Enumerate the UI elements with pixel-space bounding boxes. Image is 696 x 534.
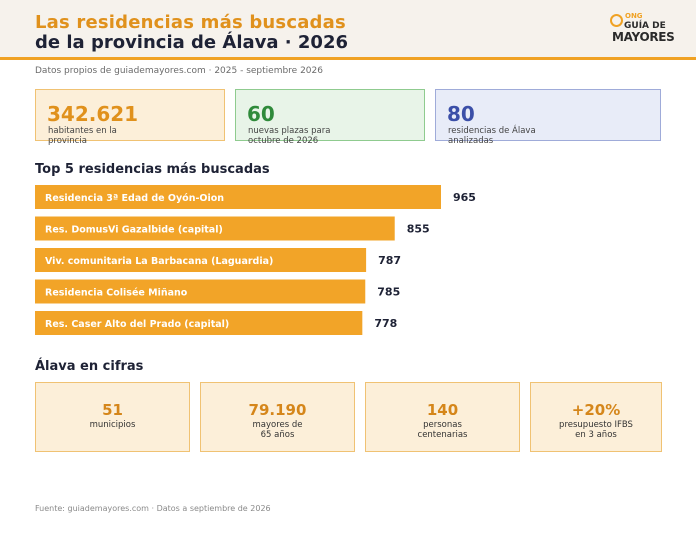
cifra-value: 79.190 [248, 401, 307, 419]
bar-value-label: 855 [407, 223, 430, 236]
kpi-label-line: residencias de Álava [448, 126, 536, 136]
bar-category-label: Residencia 3ª Edad de Oyón-Oion [45, 193, 224, 204]
cifra-label: mayores de 65 años [201, 420, 354, 440]
bar-category-label: Res. Caser Alto del Prado (capital) [45, 319, 229, 330]
bar-value-label: 787 [378, 254, 401, 267]
kpi-value: 80 [447, 102, 475, 126]
bar-value-label: 778 [374, 317, 397, 330]
logo-guia-text: GUÍA DE [624, 21, 666, 31]
bar [35, 248, 367, 272]
cifra-label-line: centenarias [417, 430, 468, 440]
kpi-card-habitantes: 342.621 habitantes en la provincia [35, 89, 225, 146]
cifra-card-presupuesto: +20% presupuesto IFBS en 3 años [530, 382, 662, 452]
source-footer: Fuente: guiademayores.com · Datos a sept… [35, 504, 271, 513]
cifra-label-line: 65 años [260, 430, 295, 440]
bar-category-label: Residencia Colisée Miñano [45, 288, 188, 299]
logo-mark-icon [610, 14, 623, 27]
cifra-label-line: presupuesto IFBS [559, 420, 633, 430]
kpi-label-line: habitantes en la [48, 126, 117, 136]
bar [35, 279, 366, 304]
cifra-label-line: mayores de [252, 420, 303, 430]
bar [35, 216, 395, 241]
kpi-value: 60 [247, 102, 275, 126]
page-title-line2: de la provincia de Álava · 2026 [35, 32, 348, 53]
bar-value-label: 785 [377, 286, 400, 299]
kpi-card-residencias: 80 residencias de Álava analizadas [435, 89, 661, 146]
top5-bar-chart: Residencia 3ª Edad de Oyón-Oion 965 Res. D… [35, 185, 476, 335]
header-banner: Las residencias más buscadas de la provi… [0, 0, 696, 60]
bar [35, 311, 363, 335]
cifra-card-centenarias: 140 personas centenarias [365, 382, 520, 452]
cifra-label: personas centenarias [366, 420, 519, 440]
kpi-label-line: analizadas [448, 136, 494, 146]
kpi-label-line: octubre de 2026 [248, 136, 319, 146]
kpi-value: 342.621 [47, 102, 139, 126]
top5-section-title: Top 5 residencias más buscadas [35, 162, 270, 177]
cifra-label-line: en 3 años [575, 430, 617, 440]
cifra-value: 51 [102, 401, 123, 419]
kpi-label: habitantes en la provincia [48, 126, 218, 146]
logo-mayores-text: MAYORES [612, 30, 675, 44]
cifras-section-title: Álava en cifras [35, 359, 144, 374]
logo-ong-text: ONG [625, 12, 643, 20]
kpi-card-nuevas-plazas: 60 nuevas plazas para octubre de 2026 [235, 89, 425, 146]
bar [35, 185, 441, 209]
cifra-label: municipios [36, 420, 189, 430]
cifra-label: presupuesto IFBS en 3 años [531, 420, 661, 440]
page-title-line1: Las residencias más buscadas [35, 12, 346, 33]
cifra-label-line: municipios [89, 420, 136, 430]
kpi-label: residencias de Álava analizadas [448, 126, 618, 146]
brand-logo: ONG GUÍA DE MAYORES [608, 12, 675, 46]
cifra-card-mayores: 79.190 mayores de 65 años [200, 382, 355, 452]
kpi-label-line: provincia [48, 136, 87, 146]
page-subtitle: Datos propios de guiademayores.com · 202… [35, 66, 323, 76]
bar-category-label: Res. DomusVi Gazalbide (capital) [45, 225, 223, 236]
bar-category-label: Viv. comunitaria La Barbacana (Laguardia… [45, 256, 273, 267]
cifra-value: 140 [426, 401, 459, 419]
cifra-value: +20% [571, 401, 621, 419]
bar-value-label: 965 [453, 191, 476, 204]
cifra-card-municipios: 51 municipios [35, 382, 190, 452]
kpi-label-line: nuevas plazas para [248, 126, 331, 136]
cifra-label-line: personas [423, 420, 462, 430]
kpi-label: nuevas plazas para octubre de 2026 [248, 126, 418, 146]
